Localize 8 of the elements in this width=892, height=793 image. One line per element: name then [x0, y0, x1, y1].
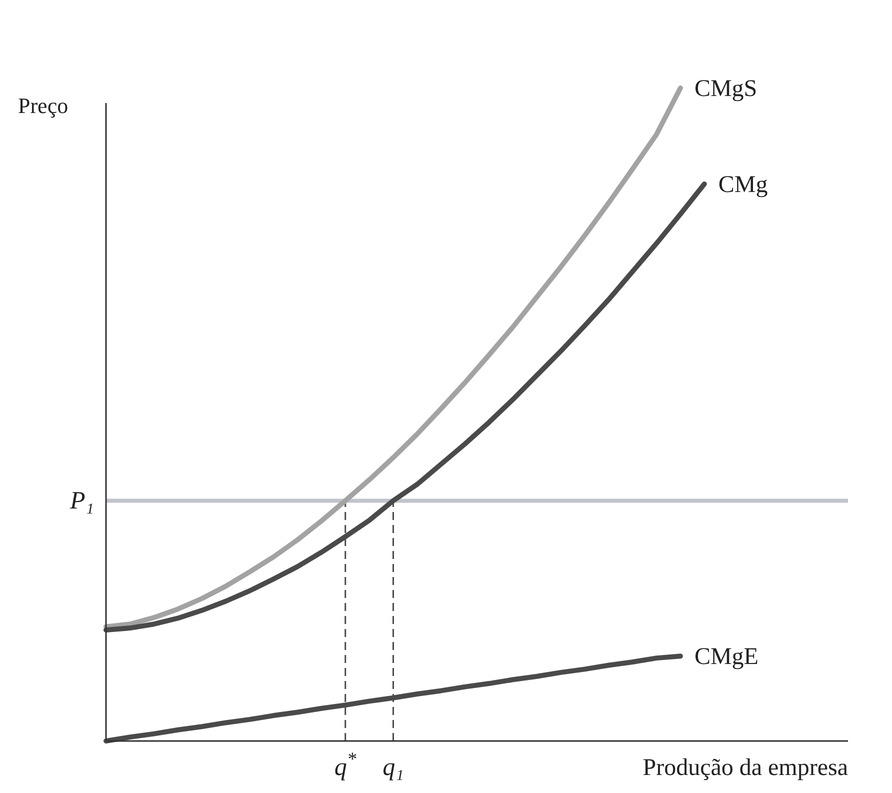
- series-label: CMg: [718, 172, 768, 198]
- x-axis-title: Produção da empresa: [642, 755, 848, 781]
- series-label: CMgS: [694, 76, 758, 102]
- y-axis-title: Preço: [18, 93, 68, 118]
- x-tick-label: q$^{*}$: [334, 748, 357, 781]
- ref-line-label: P₁: [69, 488, 94, 515]
- x-tick-label: q₁: [382, 754, 404, 781]
- series-label: CMgE: [694, 644, 758, 670]
